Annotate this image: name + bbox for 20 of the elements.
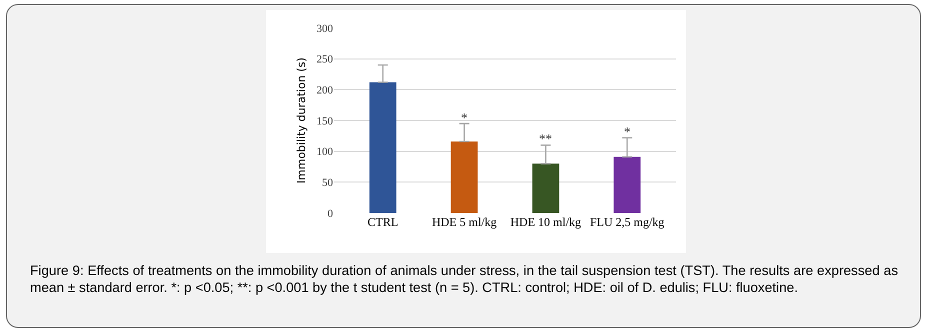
bar (369, 82, 396, 213)
x-tick-label: HDE 10 ml/kg (510, 215, 582, 229)
annotation: ** (539, 131, 552, 146)
annotation: * (461, 110, 468, 125)
y-tick-label: 250 (316, 54, 334, 66)
bar (614, 156, 641, 213)
annotation: * (624, 124, 630, 139)
bar (532, 164, 560, 213)
x-tick-label: HDE 5 ml/kg (432, 215, 497, 229)
y-tick-label: 200 (316, 84, 334, 97)
y-axis-title: Immobility duration (s) (295, 58, 308, 184)
y-tick-label: 150 (316, 115, 334, 128)
x-tick-label: CTRL (368, 215, 398, 229)
x-tick-label: FLU 2,5 mg/kg (590, 215, 664, 229)
y-tick-label: 50 (322, 177, 334, 190)
y-tick-label: 100 (316, 146, 334, 158)
y-tick-label: 300 (316, 22, 334, 35)
caption: Figure 9: Effects of treatments on the immobility duration of animals under stress, in the tail suspension test (TST). The results are expressed as mean ± standard error. *: p <0.05; **: p <0.001 by the t student test (n = 5). CTRL: control; HDE: oil of D. edulis; FLU: fluoxetine. (30, 262, 898, 296)
bar (450, 141, 478, 213)
y-tick-label: 0 (328, 208, 334, 220)
